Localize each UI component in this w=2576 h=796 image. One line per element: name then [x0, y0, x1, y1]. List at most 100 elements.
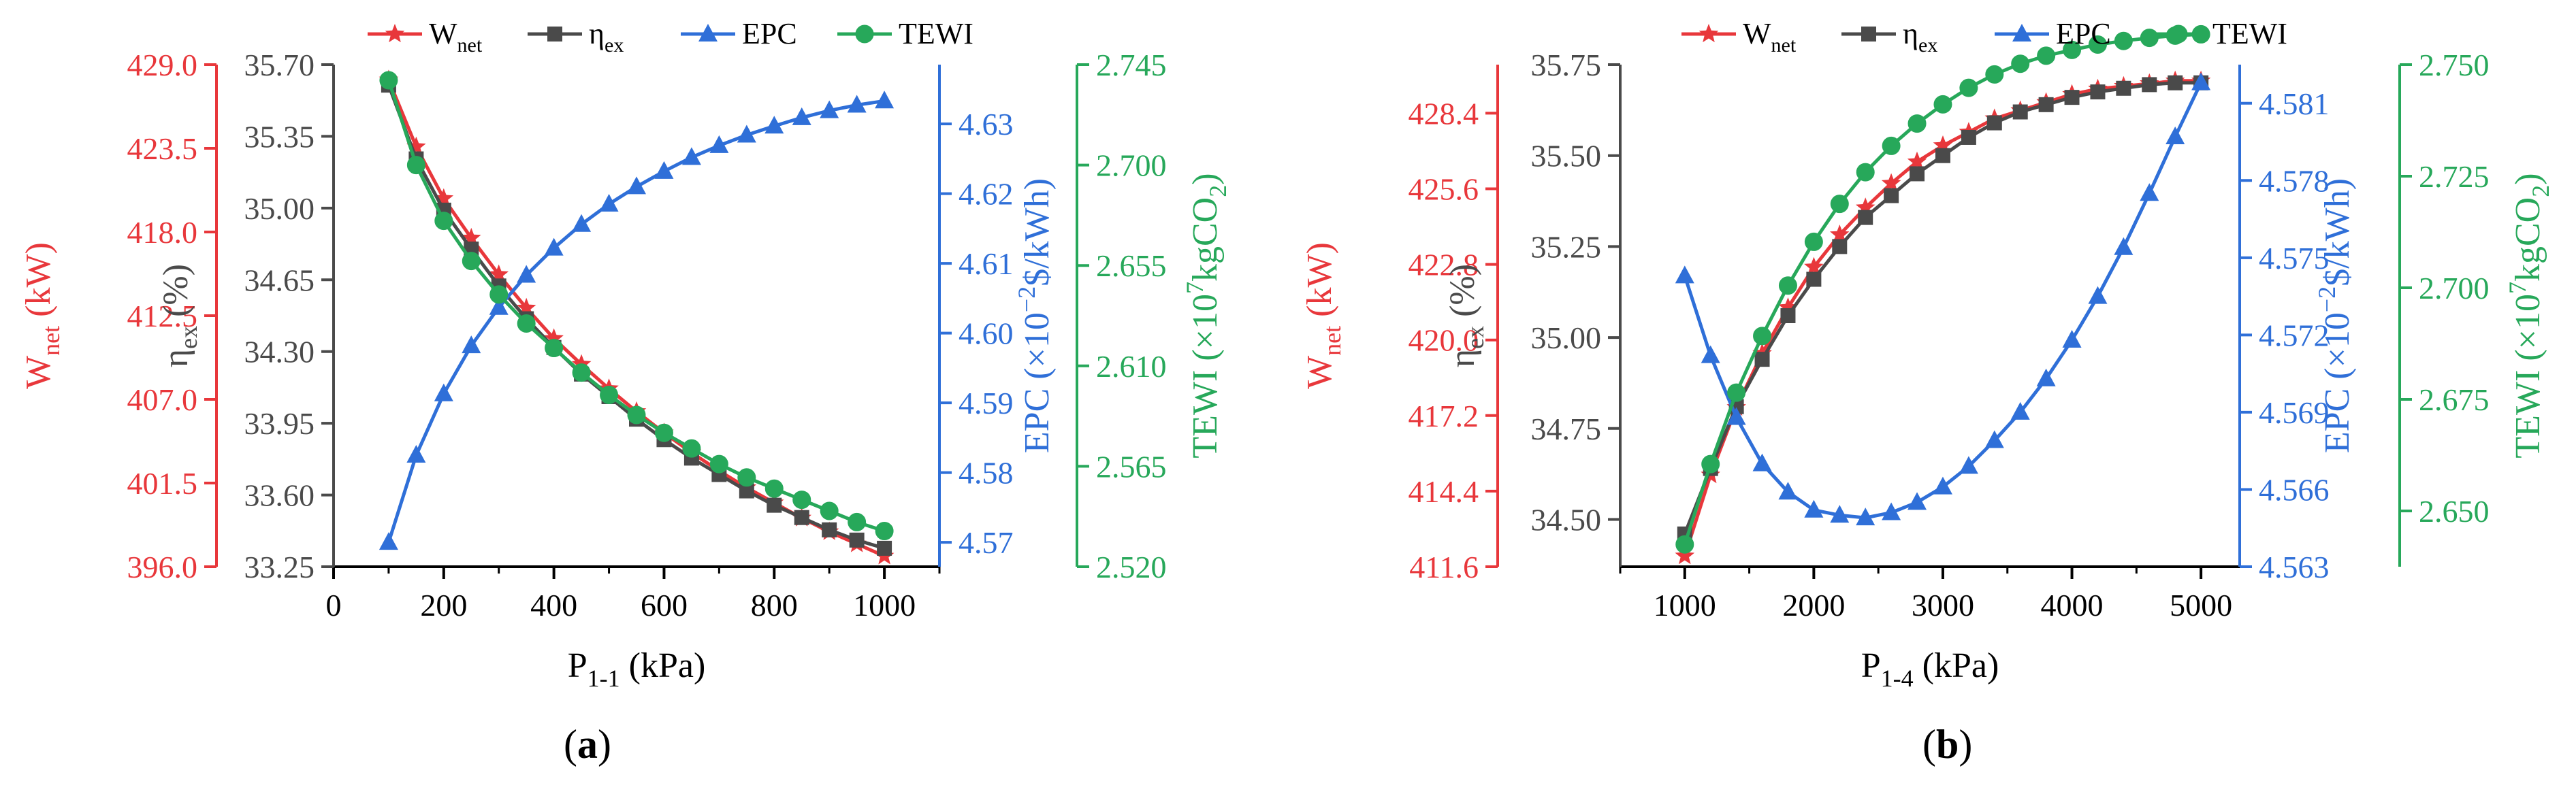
data-point-eta	[767, 497, 782, 513]
data-point-eta	[1858, 210, 1873, 225]
data-point-epc	[627, 176, 646, 195]
y-axis-wnet: 411.6 414.4 417.2 420.0 422.8 425.6 428.4 Wnet …	[1300, 65, 1499, 584]
data-point-wnet	[1778, 297, 1798, 316]
y-tick-label-epc: 4.62	[959, 177, 1014, 212]
y-tick-label-wnet: 411.6	[1409, 550, 1479, 584]
data-point-eta	[2038, 97, 2054, 112]
panel-letter-a: a	[577, 722, 598, 767]
data-point-tewi	[792, 491, 811, 510]
x-tick-label: 0	[326, 588, 342, 623]
data-point-tewi	[737, 468, 756, 487]
series-eta	[381, 78, 892, 556]
chart-panel-b: 1000 2000 3000 4000 5000 P1-4 (kPa) 411.6 414.4…	[1300, 17, 2554, 692]
data-point-tewi	[434, 212, 453, 231]
data-point-tewi	[2063, 40, 2082, 59]
data-point-tewi	[600, 385, 619, 404]
data-point-epc	[599, 194, 619, 212]
data-point-eta	[2168, 75, 2183, 90]
data-point-tewi	[1675, 535, 1694, 554]
data-point-tewi	[2114, 31, 2133, 50]
panel-label-b: (b)	[1922, 722, 1973, 767]
legend-marker	[855, 24, 874, 44]
x-axis-label: P1-4 (kPa)	[1861, 646, 1999, 692]
y-tick-label-wnet: 428.4	[1408, 96, 1479, 131]
data-point-wnet	[1881, 173, 1901, 192]
y-tick-label-eta: 35.70	[244, 48, 315, 82]
y-tick-label-eta: 34.65	[244, 263, 315, 297]
data-point-wnet	[1675, 546, 1695, 565]
data-point-epc	[1959, 456, 1978, 474]
x-axis-label: P1-1 (kPa)	[568, 646, 706, 692]
data-point-epc	[654, 161, 674, 179]
data-point-tewi	[1959, 78, 1978, 97]
y-tick-label-epc: 4.578	[2259, 163, 2330, 198]
legend-label: TEWI	[899, 17, 973, 50]
data-point-tewi	[1701, 454, 1720, 474]
data-point-tewi	[572, 363, 591, 382]
data-point-epc	[2010, 401, 2030, 420]
y-tick-label-wnet: 412.5	[127, 299, 198, 333]
data-point-eta	[2142, 77, 2157, 93]
y-tick-label-wnet: 425.6	[1408, 172, 1479, 207]
y-tick-label-eta: 34.30	[244, 335, 315, 369]
y-axis-label-wnet: Wnet (kW)	[19, 242, 65, 389]
legend-label: EPC	[742, 17, 797, 50]
data-point-tewi	[764, 479, 784, 498]
data-point-eta	[849, 532, 865, 548]
legend-marker	[1861, 27, 1876, 42]
y-tick-label-tewi: 2.700	[1096, 148, 1167, 183]
x-axis: 0 200 400 600 800 1000 P1-1 (kPa)	[326, 565, 941, 692]
y-tick-label-eta: 34.50	[1531, 502, 1602, 537]
y-axis-label-wnet: Wnet (kW)	[1300, 242, 1346, 389]
data-point-tewi	[654, 423, 673, 442]
legend-marker	[1698, 24, 1719, 43]
data-point-epc	[1907, 492, 1927, 510]
y-tick-label-tewi: 2.565	[1096, 449, 1167, 484]
x-tick-label: 4000	[2041, 588, 2104, 623]
data-point-wnet	[462, 227, 481, 247]
data-point-epc	[1882, 502, 1901, 520]
data-point-wnet	[406, 136, 426, 155]
data-point-tewi	[1856, 163, 1875, 182]
legend-marker	[698, 24, 718, 42]
data-point-tewi	[875, 522, 894, 541]
data-point-epc	[1675, 265, 1694, 284]
data-point-epc	[737, 125, 756, 143]
data-point-epc	[406, 445, 426, 463]
y-tick-label-epc: 4.60	[959, 316, 1014, 351]
y-tick-label-tewi: 2.745	[1096, 48, 1167, 82]
data-point-tewi	[627, 405, 646, 425]
legend-item-tewi: TEWI	[2151, 17, 2287, 50]
data-point-eta	[1884, 188, 1899, 203]
legend-label: TEWI	[2212, 17, 2287, 50]
data-point-epc	[1933, 476, 1952, 495]
y-axis-tewi: 2.650 2.675 2.700 2.725 2.750 TEWI (×107kgCO2…	[2398, 48, 2554, 567]
data-point-epc	[462, 335, 481, 354]
y-tick-label-wnet: 396.0	[127, 550, 198, 584]
data-point-wnet	[1933, 135, 1953, 154]
y-tick-label-epc: 4.57	[959, 525, 1014, 560]
legend-item-eta: ηex	[528, 17, 624, 56]
data-point-tewi	[406, 156, 425, 175]
data-point-epc	[2088, 286, 2108, 304]
series-line-eta	[387, 84, 885, 550]
y-tick-label-tewi: 2.725	[2419, 159, 2490, 194]
legend-item-tewi: TEWI	[837, 17, 973, 50]
y-tick-label-epc: 4.63	[959, 107, 1014, 142]
data-point-tewi	[1727, 383, 1746, 402]
data-point-epc	[681, 147, 701, 165]
data-point-tewi	[1933, 95, 1952, 114]
y-tick-label-epc: 4.61	[959, 246, 1014, 281]
y-axis-label-tewi: TEWI (×107kgCO2)	[2504, 173, 2554, 458]
y-tick-label-eta: 35.35	[244, 119, 315, 154]
series-epc	[1675, 72, 2211, 526]
data-point-tewi	[1778, 276, 1797, 295]
y-tick-label-epc: 4.58	[959, 456, 1014, 491]
legend-item-epc: EPC	[681, 17, 797, 50]
data-point-epc	[1856, 508, 1875, 526]
data-point-tewi	[2037, 46, 2056, 65]
data-point-epc	[2140, 183, 2159, 201]
data-point-tewi	[709, 454, 728, 474]
data-point-epc	[1804, 499, 1824, 518]
data-point-eta	[1910, 166, 1925, 182]
